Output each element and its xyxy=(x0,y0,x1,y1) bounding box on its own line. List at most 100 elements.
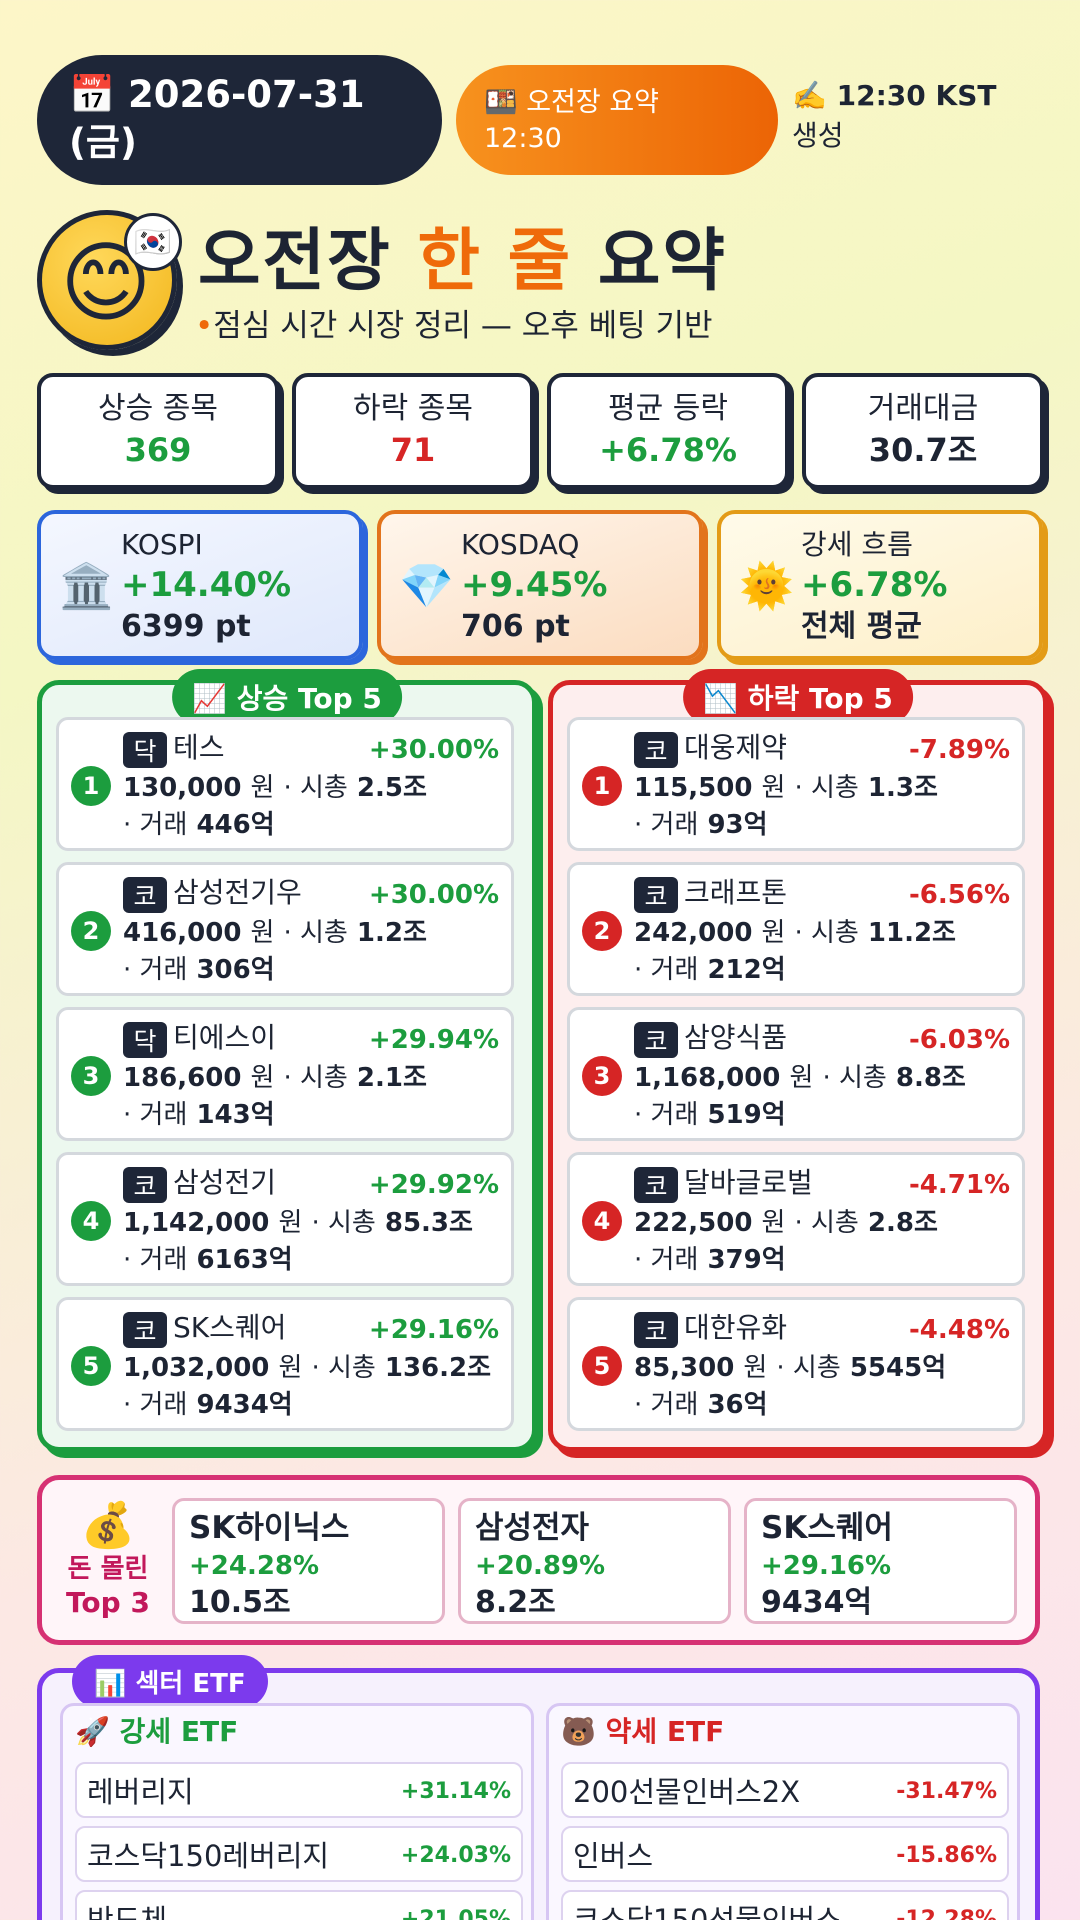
rank-badge: 1 xyxy=(582,766,622,806)
market-badge: 코 xyxy=(123,877,167,913)
stock-name: SK스퀘어 xyxy=(173,1311,287,1344)
stat-label: 상승 종목 xyxy=(98,391,218,426)
stock-cap: 11.2조 xyxy=(867,918,956,948)
stock-volume: 36억 xyxy=(707,1390,768,1420)
volume-label: · 거래 xyxy=(634,1100,699,1130)
gainers-badge: 📈 상승 Top 5 xyxy=(172,669,402,725)
stock-row[interactable]: 3 닥 티에스이 +29.94% 186,600 원 · 시총 2.1조 · 거래 14… xyxy=(56,1007,514,1141)
rank-badge: 5 xyxy=(71,1346,111,1386)
etf-row[interactable]: 코스닥150선물인버스 -12.28% xyxy=(561,1890,1009,1920)
writing-hand-icon: ✍️ xyxy=(792,79,827,112)
stock-cap: 2.8조 xyxy=(867,1208,938,1238)
money-stock-change: +24.28% xyxy=(189,1551,320,1581)
stock-cap: 1.3조 xyxy=(867,773,938,803)
stat-label: 거래대금 xyxy=(867,391,979,426)
session-pill: 🍱 오전장 요약 12:30 xyxy=(456,65,778,175)
etf-change: -31.47% xyxy=(896,1779,997,1804)
etf-name: 인버스 xyxy=(573,1839,654,1873)
cap-label: · 시총 xyxy=(776,1353,841,1383)
stock-row[interactable]: 4 코 삼성전기 +29.92% 1,142,000 원 · 시총 85.3조 · 거래… xyxy=(56,1152,514,1286)
stock-row[interactable]: 5 코 대한유화 -4.48% 85,300 원 · 시총 5545억 · 거래 36억 xyxy=(567,1297,1025,1431)
stock-name: 테스 xyxy=(173,731,225,764)
stock-row[interactable]: 3 코 삼양식품 -6.03% 1,168,000 원 · 시총 8.8조 · 거래 5… xyxy=(567,1007,1025,1141)
stock-row[interactable]: 5 코 SK스퀘어 +29.16% 1,032,000 원 · 시총 136.2조 · … xyxy=(56,1297,514,1431)
cap-label: · 시총 xyxy=(794,1208,859,1238)
stock-row[interactable]: 2 코 크래프톤 -6.56% 242,000 원 · 시총 11.2조 · 거래 21… xyxy=(567,862,1025,996)
stock-volume: 212억 xyxy=(707,955,786,985)
rank-badge: 5 xyxy=(582,1346,622,1386)
stock-details: 1,142,000 원 · 시총 85.3조 · 거래 6163억 xyxy=(123,1205,513,1279)
stat-value: 369 xyxy=(124,431,192,469)
stock-price: 1,142,000 xyxy=(123,1208,270,1238)
stock-row[interactable]: 1 코 대웅제약 -7.89% 115,500 원 · 시총 1.3조 · 거래 93억 xyxy=(567,717,1025,851)
rank-badge: 4 xyxy=(71,1201,111,1241)
etf-name: 레버리지 xyxy=(87,1775,194,1809)
money-stock-name: SK하이닉스 xyxy=(189,1510,350,1546)
stat-label: 평균 등락 xyxy=(608,391,728,426)
stock-price: 115,500 xyxy=(634,773,753,803)
index-change: +14.40% xyxy=(121,565,292,605)
index-name: 강세 흐름 xyxy=(801,528,913,561)
stock-name: 티에스이 xyxy=(173,1021,277,1054)
stock-details: 222,500 원 · 시총 2.8조 · 거래 379억 xyxy=(634,1205,1024,1279)
etf-row[interactable]: 반도체 +21.05% xyxy=(75,1890,523,1920)
etf-row[interactable]: 200선물인버스2X -31.47% xyxy=(561,1762,1009,1818)
money-card[interactable]: SK스퀘어 +29.16% 9434억 xyxy=(744,1498,1017,1624)
stock-volume: 9434억 xyxy=(196,1390,293,1420)
stock-change: +30.00% xyxy=(368,735,499,765)
won-label: 원 xyxy=(278,1208,303,1238)
etf-change: +21.05% xyxy=(400,1907,511,1920)
stock-name: 삼성전기 xyxy=(173,1166,277,1199)
stock-row[interactable]: 1 닥 테스 +30.00% 130,000 원 · 시총 2.5조 · 거래 446억 xyxy=(56,717,514,851)
gem-icon: 💎 xyxy=(399,561,454,612)
won-label: 원 xyxy=(761,773,786,803)
page-title: 오전장 한 줄 요약 xyxy=(198,222,727,301)
stock-details: 130,000 원 · 시총 2.5조 · 거래 446억 xyxy=(123,770,513,844)
money-card[interactable]: 삼성전자 +20.89% 8.2조 xyxy=(458,1498,731,1624)
volume-label: · 거래 xyxy=(634,810,699,840)
money-stock-volume: 8.2조 xyxy=(475,1585,556,1620)
money-card[interactable]: SK하이닉스 +24.28% 10.5조 xyxy=(172,1498,445,1624)
market-badge: 코 xyxy=(634,732,678,768)
avatar: 😊 🇰🇷 xyxy=(37,210,182,350)
stock-price: 186,600 xyxy=(123,1063,242,1093)
stock-volume: 379억 xyxy=(707,1245,786,1275)
stock-details: 242,000 원 · 시총 11.2조 · 거래 212억 xyxy=(634,915,1024,989)
index-card: 🏛️ KOSPI +14.40% 6399 pt xyxy=(37,510,363,660)
etf-row[interactable]: 레버리지 +31.14% xyxy=(75,1762,523,1818)
stock-row[interactable]: 4 코 달바글로벌 -4.71% 222,500 원 · 시총 2.8조 · 거래 37… xyxy=(567,1152,1025,1286)
etf-row[interactable]: 인버스 -15.86% xyxy=(561,1826,1009,1882)
stock-price: 242,000 xyxy=(634,918,753,948)
etf-name: 코스닥150레버리지 xyxy=(87,1839,330,1873)
index-value: 전체 평균 xyxy=(801,609,922,644)
bank-icon: 🏛️ xyxy=(59,561,114,612)
cap-label: · 시총 xyxy=(283,918,348,948)
stock-change: +29.94% xyxy=(368,1025,499,1055)
stock-row[interactable]: 2 코 삼성전기우 +30.00% 416,000 원 · 시총 1.2조 · 거래 3… xyxy=(56,862,514,996)
cap-label: · 시총 xyxy=(822,1063,887,1093)
index-name: KOSPI xyxy=(121,528,203,561)
stock-details: 1,032,000 원 · 시총 136.2조 · 거래 9434억 xyxy=(123,1350,513,1424)
stock-volume: 93억 xyxy=(707,810,768,840)
money-bag-icon: 💰 xyxy=(80,1500,136,1551)
weekday-text: (금) xyxy=(69,121,137,164)
stat-box: 하락 종목 71 xyxy=(292,373,534,489)
rank-badge: 4 xyxy=(582,1201,622,1241)
rank-badge: 3 xyxy=(71,1056,111,1096)
market-badge: 코 xyxy=(123,1312,167,1348)
market-badge: 코 xyxy=(634,1167,678,1203)
title-accent: 한 줄 xyxy=(417,222,573,301)
stock-change: -4.71% xyxy=(909,1170,1010,1200)
stock-details: 186,600 원 · 시총 2.1조 · 거래 143억 xyxy=(123,1060,513,1134)
stock-change: +29.92% xyxy=(368,1170,499,1200)
etf-row[interactable]: 코스닥150레버리지 +24.03% xyxy=(75,1826,523,1882)
stat-value: +6.78% xyxy=(599,431,737,469)
rank-badge: 1 xyxy=(71,766,111,806)
stock-details: 1,168,000 원 · 시총 8.8조 · 거래 519억 xyxy=(634,1060,1024,1134)
market-badge: 코 xyxy=(634,877,678,913)
money-lead: 💰 돈 몰린 Top 3 xyxy=(48,1500,168,1620)
stat-box: 거래대금 30.7조 xyxy=(802,373,1044,489)
session-label: 오전장 요약 xyxy=(526,87,660,118)
stock-details: 416,000 원 · 시총 1.2조 · 거래 306억 xyxy=(123,915,513,989)
money-stock-change: +29.16% xyxy=(761,1551,892,1581)
